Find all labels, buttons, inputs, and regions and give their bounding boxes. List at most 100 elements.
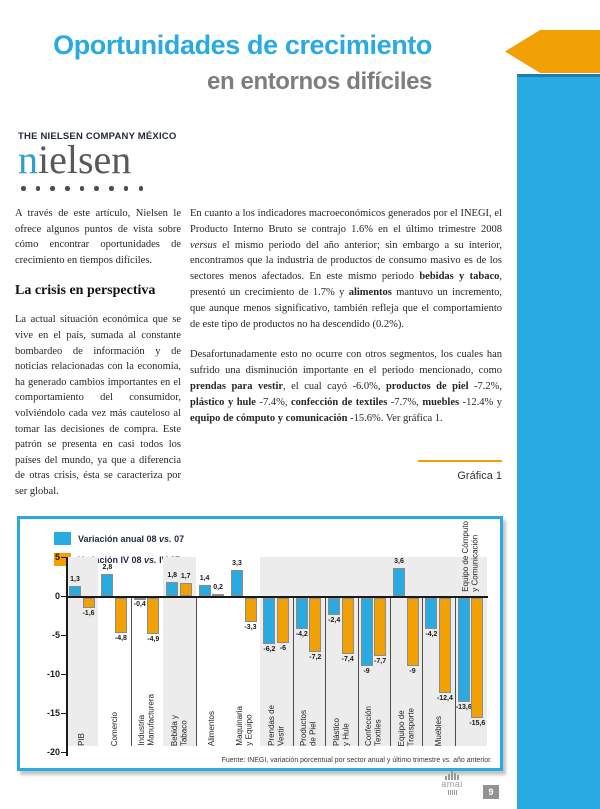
amai-logo-text: amai [441, 779, 463, 789]
legend-item: Variación anual 08 vs. 07 [54, 532, 184, 545]
bar [244, 598, 257, 622]
left-paragraph: La actual situación económica que se viv… [15, 314, 181, 497]
bar [147, 598, 160, 635]
bar-value-label: -1,6 [82, 610, 95, 618]
bar-value-label: -6 [279, 644, 286, 652]
bar [276, 598, 289, 643]
bar-value-label: -4,2 [295, 630, 308, 638]
category-label: Equipo de Cómputo y Comunicación [461, 521, 480, 592]
category-separator-line [390, 596, 391, 746]
bar [166, 581, 179, 596]
bar-value-label: -15,6 [469, 719, 486, 727]
bar-value-label: -3,3 [244, 623, 257, 631]
y-axis-label: -10 [46, 669, 60, 679]
bar [179, 582, 192, 596]
category-separator-line [130, 596, 132, 746]
plot-area: 5 0 -5 -10 -15 -20 1,3 2,8 -0,4 1,8 1,4 3,3 -6,2 -4,2… [47, 521, 488, 757]
bar [295, 598, 308, 629]
bar [198, 585, 211, 596]
y-axis-tick [61, 674, 66, 675]
bar [425, 598, 438, 629]
right-column: En cuanto a los indicadores macroeconómi… [190, 206, 502, 441]
bar-value-label: 0,2 [213, 584, 223, 592]
side-band-decoration [517, 74, 600, 809]
bar [328, 598, 341, 615]
bar [438, 598, 451, 693]
category-separator-line [422, 596, 424, 746]
category-separator-line [454, 596, 456, 746]
y-axis-tick [61, 635, 66, 636]
bar-value-label: -4,8 [114, 635, 127, 643]
category-label: Bebida y Tabaco [169, 714, 189, 746]
bar-value-label: 3,3 [232, 560, 242, 568]
bar [374, 598, 387, 657]
y-axis-line [66, 557, 68, 756]
category-label: Comercio [109, 711, 119, 746]
bar-value-label: -0,4 [133, 601, 146, 609]
bar [393, 567, 405, 596]
bar-value-label: 3,6 [394, 557, 404, 565]
y-axis-tick [61, 713, 66, 714]
bar [133, 598, 146, 600]
side-band-shadow [517, 74, 600, 77]
y-axis-tick [61, 752, 66, 753]
category-label: Prendas de Vestir [267, 705, 286, 746]
bar [114, 598, 127, 634]
category-label: Plástico y Hule [331, 717, 351, 746]
bar-value-label: -12,4 [436, 694, 453, 702]
right-paragraph-2: Desafortunadamente esto no ocurre con ot… [190, 349, 502, 424]
chart-source: Fuente: INEGI, variación porcentual por … [221, 757, 492, 764]
category-label: Maquinaria y Equipo [234, 706, 254, 746]
page-title-line1: Oportunidades de crecimiento [53, 30, 432, 60]
bar-value-label: -9 [363, 668, 370, 676]
bar-value-label: -13,6 [455, 704, 472, 712]
category-label: Confección Textiles [364, 705, 383, 746]
category-separator-line [357, 596, 359, 746]
chart-figure: Variación anual 08 vs. 07 Variación IV 08… [17, 516, 503, 771]
nielsen-logo-first-letter: n [18, 137, 38, 182]
category-background-band [260, 557, 293, 746]
chart-caption: Gráfica 1 [457, 470, 502, 482]
bar [82, 598, 95, 609]
bar-value-label: -7,7 [374, 658, 387, 666]
bar-value-label: 1,4 [199, 575, 210, 583]
page-number-badge: 9 [483, 785, 499, 799]
caption-rule [418, 460, 502, 462]
y-axis-tick [61, 557, 66, 558]
intro-paragraph: A través de este artículo, Nielsen le of… [15, 208, 181, 266]
bar-value-label: -4,2 [425, 630, 438, 638]
category-label: Productos de Piel [299, 709, 318, 746]
bar [406, 598, 419, 667]
page-title: Oportunidades de crecimiento en entornos… [0, 30, 432, 97]
bar-value-label: 1,3 [70, 575, 80, 583]
bar-value-label: 2,8 [102, 564, 113, 572]
bar-value-label: -9 [409, 668, 416, 676]
category-label: Muebles [433, 715, 443, 746]
category-label: Equipo de Transporte [396, 707, 416, 746]
bar [69, 585, 81, 596]
page-title-line2: en entornos difíciles [207, 68, 432, 95]
y-axis-tick [61, 596, 66, 597]
y-axis-label: -5 [51, 630, 60, 640]
nielsen-logo-dots [21, 186, 143, 191]
category-separator-line [195, 596, 197, 746]
bar [471, 598, 484, 718]
company-label: THE NIELSEN COMPANY MÉXICO [18, 131, 177, 142]
bar [341, 598, 354, 654]
bar [231, 570, 243, 596]
y-axis-label: 0 [54, 591, 60, 601]
bar [457, 598, 470, 703]
category-label: PIB [77, 733, 87, 746]
category-label: Industria Manufacturera [137, 694, 156, 746]
bar-value-label: -7,2 [309, 654, 322, 662]
nielsen-logo-rest: ielsen [38, 137, 132, 182]
category-separator-line [292, 596, 294, 746]
legend-swatch [54, 532, 71, 545]
bar [360, 598, 373, 667]
nielsen-logo: nielsen [18, 138, 131, 182]
bar [309, 598, 322, 653]
bar-value-label: 1,8 [167, 571, 178, 579]
bar [101, 574, 114, 596]
bar-value-label: 1,7 [180, 572, 191, 580]
